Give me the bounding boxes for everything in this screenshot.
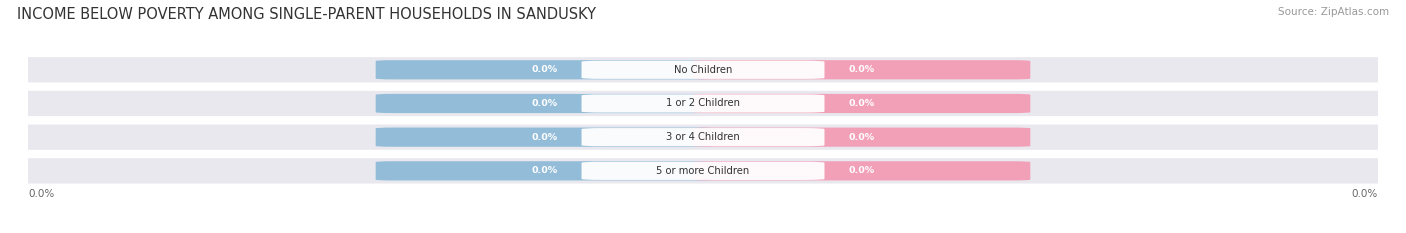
Text: 1 or 2 Children: 1 or 2 Children xyxy=(666,99,740,109)
Text: 0.0%: 0.0% xyxy=(849,65,875,74)
Text: 0.0%: 0.0% xyxy=(849,99,875,108)
FancyBboxPatch shape xyxy=(375,161,713,180)
FancyBboxPatch shape xyxy=(375,60,713,79)
Text: INCOME BELOW POVERTY AMONG SINGLE-PARENT HOUSEHOLDS IN SANDUSKY: INCOME BELOW POVERTY AMONG SINGLE-PARENT… xyxy=(17,7,596,22)
Text: 0.0%: 0.0% xyxy=(531,166,557,175)
Text: 0.0%: 0.0% xyxy=(28,189,55,199)
Text: 5 or more Children: 5 or more Children xyxy=(657,166,749,176)
FancyBboxPatch shape xyxy=(582,128,824,146)
Text: 0.0%: 0.0% xyxy=(849,166,875,175)
Text: 0.0%: 0.0% xyxy=(849,133,875,142)
FancyBboxPatch shape xyxy=(582,94,824,113)
FancyBboxPatch shape xyxy=(693,161,1031,180)
FancyBboxPatch shape xyxy=(582,162,824,180)
Text: 0.0%: 0.0% xyxy=(531,65,557,74)
FancyBboxPatch shape xyxy=(18,124,1388,150)
FancyBboxPatch shape xyxy=(582,61,824,79)
FancyBboxPatch shape xyxy=(693,94,1031,113)
FancyBboxPatch shape xyxy=(375,127,713,147)
FancyBboxPatch shape xyxy=(18,158,1388,183)
Text: Source: ZipAtlas.com: Source: ZipAtlas.com xyxy=(1278,7,1389,17)
FancyBboxPatch shape xyxy=(375,94,713,113)
Text: 0.0%: 0.0% xyxy=(1351,189,1378,199)
FancyBboxPatch shape xyxy=(693,60,1031,79)
Text: 3 or 4 Children: 3 or 4 Children xyxy=(666,132,740,142)
FancyBboxPatch shape xyxy=(18,91,1388,116)
FancyBboxPatch shape xyxy=(693,127,1031,147)
Text: No Children: No Children xyxy=(673,65,733,75)
Text: 0.0%: 0.0% xyxy=(531,133,557,142)
FancyBboxPatch shape xyxy=(18,57,1388,82)
Text: 0.0%: 0.0% xyxy=(531,99,557,108)
